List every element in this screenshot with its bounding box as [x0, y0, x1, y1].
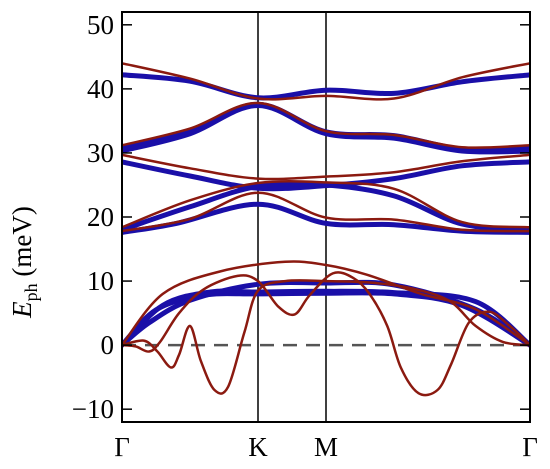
x-tick-label: M [314, 432, 338, 462]
red-branch-14 [122, 191, 530, 233]
blue-branch-5 [122, 181, 530, 233]
y-tick-label: 30 [87, 138, 114, 168]
red-branch-15 [122, 260, 530, 347]
series-layer [122, 62, 530, 397]
x-tick-label: K [248, 432, 268, 462]
blue-branch-1 [122, 72, 530, 101]
y-tick-label: 50 [87, 10, 114, 40]
red-branch-16 [122, 271, 530, 397]
y-tick-label: 40 [87, 74, 114, 104]
x-tick-label: Γ [114, 432, 130, 462]
red-branch-11 [122, 101, 530, 149]
y-axis-title: Eph (meV) [7, 206, 41, 319]
red-branch-13 [122, 179, 530, 229]
red-branch-12 [122, 153, 530, 181]
blue-branch-3 [122, 103, 530, 155]
x-tick-label: Γ [522, 432, 538, 462]
y-tick-label: −10 [72, 394, 114, 424]
y-tick-label: 0 [101, 330, 115, 360]
axes: −10 0 10 20 30 40 50 Γ K M Γ [72, 10, 538, 462]
y-tick-label: 10 [87, 266, 114, 296]
blue-branch-8 [122, 288, 530, 348]
y-tick-label: 20 [87, 202, 114, 232]
red-branch-10 [122, 62, 530, 101]
red-branch-17 [122, 279, 530, 395]
